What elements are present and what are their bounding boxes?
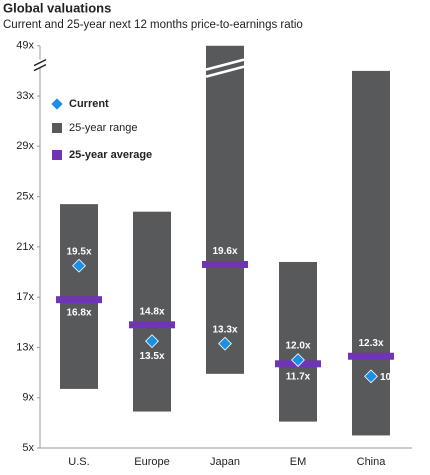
- y-tick-label: 29x: [16, 140, 34, 152]
- current-label: 19.5x: [66, 246, 91, 257]
- chart-subtitle: Current and 25-year next 12 months price…: [3, 19, 303, 31]
- axis-break: [33, 63, 47, 72]
- average-label: 14.8x: [139, 306, 164, 317]
- current-label: 13.3x: [212, 324, 237, 335]
- y-tick-label: 49x: [16, 40, 34, 52]
- range-bar: [133, 211, 171, 412]
- x-tick-label: Japan: [210, 456, 240, 468]
- y-tick-label: 33x: [16, 90, 34, 102]
- axis-break-gap: [34, 59, 46, 68]
- current-marker: [291, 353, 305, 367]
- legend-current: [51, 98, 63, 110]
- legend-label: 25-year range: [69, 122, 138, 134]
- current-marker: [218, 336, 232, 351]
- average-label: 16.8x: [66, 307, 91, 318]
- average-label: 12.3x: [358, 338, 383, 349]
- current-marker: [72, 258, 86, 273]
- x-tick-label: U.S.: [68, 456, 89, 468]
- current-label: 13.5x: [139, 351, 164, 362]
- range-bar: [279, 261, 317, 422]
- y-tick-label: 17x: [16, 291, 34, 303]
- y-tick-label: 25x: [16, 191, 34, 203]
- legend-label: Current: [69, 98, 109, 110]
- average-marker: [56, 296, 102, 304]
- legend-average: [52, 150, 62, 160]
- legend-range: [52, 123, 62, 133]
- chart-title: Global valuations: [3, 0, 111, 15]
- y-tick-label: 9x: [22, 392, 34, 404]
- current-marker: [364, 369, 378, 384]
- bar-break: [205, 58, 245, 71]
- y-tick-label: 5x: [22, 442, 34, 454]
- average-label: 11.7x: [286, 371, 311, 382]
- current-label: 10.7x: [380, 372, 405, 383]
- y-tick-label: 21x: [16, 241, 34, 253]
- average-label: 19.6x: [212, 246, 237, 257]
- x-tick-label: Europe: [134, 456, 169, 468]
- average-marker: [348, 352, 394, 360]
- average-marker: [202, 260, 248, 268]
- axis-break: [33, 58, 47, 67]
- current-marker: [145, 334, 159, 349]
- range-bar: [206, 45, 244, 374]
- x-tick-label: EM: [290, 456, 307, 468]
- y-tick-label: 13x: [16, 341, 34, 353]
- x-tick-label: China: [357, 456, 387, 468]
- legend-label: 25-year average: [69, 149, 152, 161]
- current-label: 12.0x: [285, 341, 310, 352]
- bar-break: [205, 65, 245, 78]
- average-marker: [129, 321, 175, 329]
